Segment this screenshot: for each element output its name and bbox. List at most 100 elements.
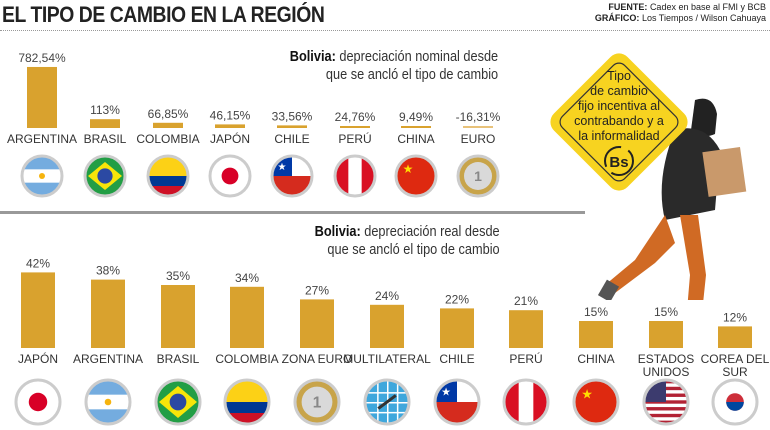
bar: [718, 326, 752, 348]
bar: [230, 286, 264, 348]
sign-line: Tipo: [607, 69, 631, 83]
data-label: 22%: [445, 292, 469, 306]
title-text: depreciación nominal desde: [339, 48, 498, 65]
data-label: 24%: [375, 289, 399, 303]
flag-japan-icon: [208, 154, 252, 198]
flag-ring: [293, 378, 341, 426]
credits: FUENTE: Cadex en base al FMI y BCB GRÁFI…: [595, 2, 766, 24]
bar: [215, 124, 245, 128]
bar: [27, 66, 57, 128]
flag-part: [97, 168, 113, 184]
data-label: 38%: [96, 264, 120, 278]
bar: [21, 272, 55, 348]
flag-part: [365, 411, 409, 414]
title-text-2: que se ancló el tipo de cambio: [327, 241, 500, 258]
flag-brazil-icon: [154, 378, 202, 426]
bar: [161, 285, 195, 348]
bar: [300, 299, 334, 348]
real-chart-title: Bolivia: depreciación real desde que se …: [315, 223, 500, 259]
category-label: BRASIL: [157, 352, 200, 366]
flag-china-icon: ★: [394, 154, 438, 198]
title-text: depreciación real desde: [364, 223, 500, 240]
flag-euro-icon: 1: [456, 154, 500, 198]
sign-border: [559, 62, 679, 182]
bar: [340, 126, 370, 128]
bar: [277, 125, 307, 128]
flag-ring: [270, 154, 314, 198]
data-label: 782,54%: [18, 51, 66, 65]
flag-part: [148, 186, 188, 196]
flag-korea-icon: [711, 378, 759, 426]
flag-multilateral-icon: [363, 378, 411, 426]
bar: [649, 321, 683, 348]
bar: [91, 279, 125, 348]
flag-ring: [394, 154, 438, 198]
flag-part: 1: [313, 395, 322, 412]
bar: [579, 321, 613, 348]
currency-symbol: Bs: [609, 154, 628, 171]
flag-colombia-icon: [223, 378, 271, 426]
title-text-2: que se ancló el tipo de cambio: [325, 66, 498, 83]
flag-part: [225, 402, 269, 413]
flag-ring: [223, 378, 271, 426]
thief-illustration: [597, 98, 747, 300]
bar: [401, 126, 431, 128]
flag-part: [301, 386, 333, 418]
flag-ring: [83, 154, 127, 198]
data-label: 9,49%: [399, 110, 433, 124]
nominal-chart-title: Bolivia: depreciación nominal desde que …: [290, 48, 498, 84]
bar: [370, 304, 404, 348]
category-label: CHILE: [274, 132, 309, 146]
real-depreciation-chart: 42% JAPÓN 38% ARGENTINA 35% BRASIL 34% COLOMBIA…: [14, 256, 770, 426]
bar: [90, 119, 120, 128]
sign-diamond: [550, 53, 688, 191]
flag-fill: [365, 380, 409, 424]
flag-part: [644, 413, 688, 418]
flag-part: [221, 167, 239, 185]
flag-star: ★: [441, 386, 451, 398]
flag-china-icon: ★: [572, 378, 620, 426]
flag-colombia-icon: [146, 154, 190, 198]
category-label: EURO: [461, 132, 496, 146]
flag-euro-icon: 1: [293, 378, 341, 426]
category-label: CHINA: [577, 352, 614, 366]
category-label: COLOMBIA: [136, 132, 199, 146]
category-label: ESTADOS UNIDOS: [638, 352, 694, 379]
flag-brazil-icon: [83, 154, 127, 198]
flag-part: [225, 413, 269, 424]
graphic-label: GRÁFICO:: [594, 13, 640, 23]
flag-ring: [146, 154, 190, 198]
bar: [509, 310, 543, 348]
flag-chile-icon: ★: [433, 378, 481, 426]
flag-part: [644, 407, 688, 411]
graphic-credit: Los Tiempos / Wilson Cahuaya: [641, 13, 766, 23]
flag-part: [396, 380, 399, 424]
data-label: 15%: [654, 305, 678, 319]
flag-ring: [208, 154, 252, 198]
nominal-depreciation-chart: 782,54% ARGENTINA 113% BRASIL 66,85% COLOMBIA…: [7, 51, 501, 198]
sign-line: contrabando y a: [574, 114, 664, 128]
data-label: 66,85%: [148, 107, 189, 121]
flag-star: ★: [581, 387, 593, 402]
category-label-line: SUR: [722, 365, 748, 379]
flag-ring: [456, 154, 500, 198]
flag-usa-icon: [642, 378, 690, 426]
warning-sign: Tipo de cambio fijo incentiva al contrab…: [550, 53, 688, 191]
bar: [153, 122, 183, 128]
flag-sun: [104, 398, 112, 406]
data-label: 24,76%: [335, 110, 376, 124]
section-divider: [0, 211, 585, 214]
bar: [440, 308, 474, 348]
flag-part: [377, 394, 397, 410]
sign-line: la informalidad: [578, 129, 659, 143]
flag-ring: [84, 378, 132, 426]
data-label: 21%: [514, 294, 538, 308]
flag-ring: [711, 378, 759, 426]
category-label: BRASIL: [84, 132, 127, 146]
flag-part: [169, 393, 187, 411]
flag-sun: [39, 173, 45, 179]
data-label: 33,56%: [272, 109, 313, 123]
data-label: 35%: [166, 269, 190, 283]
flag-part: [644, 420, 688, 424]
